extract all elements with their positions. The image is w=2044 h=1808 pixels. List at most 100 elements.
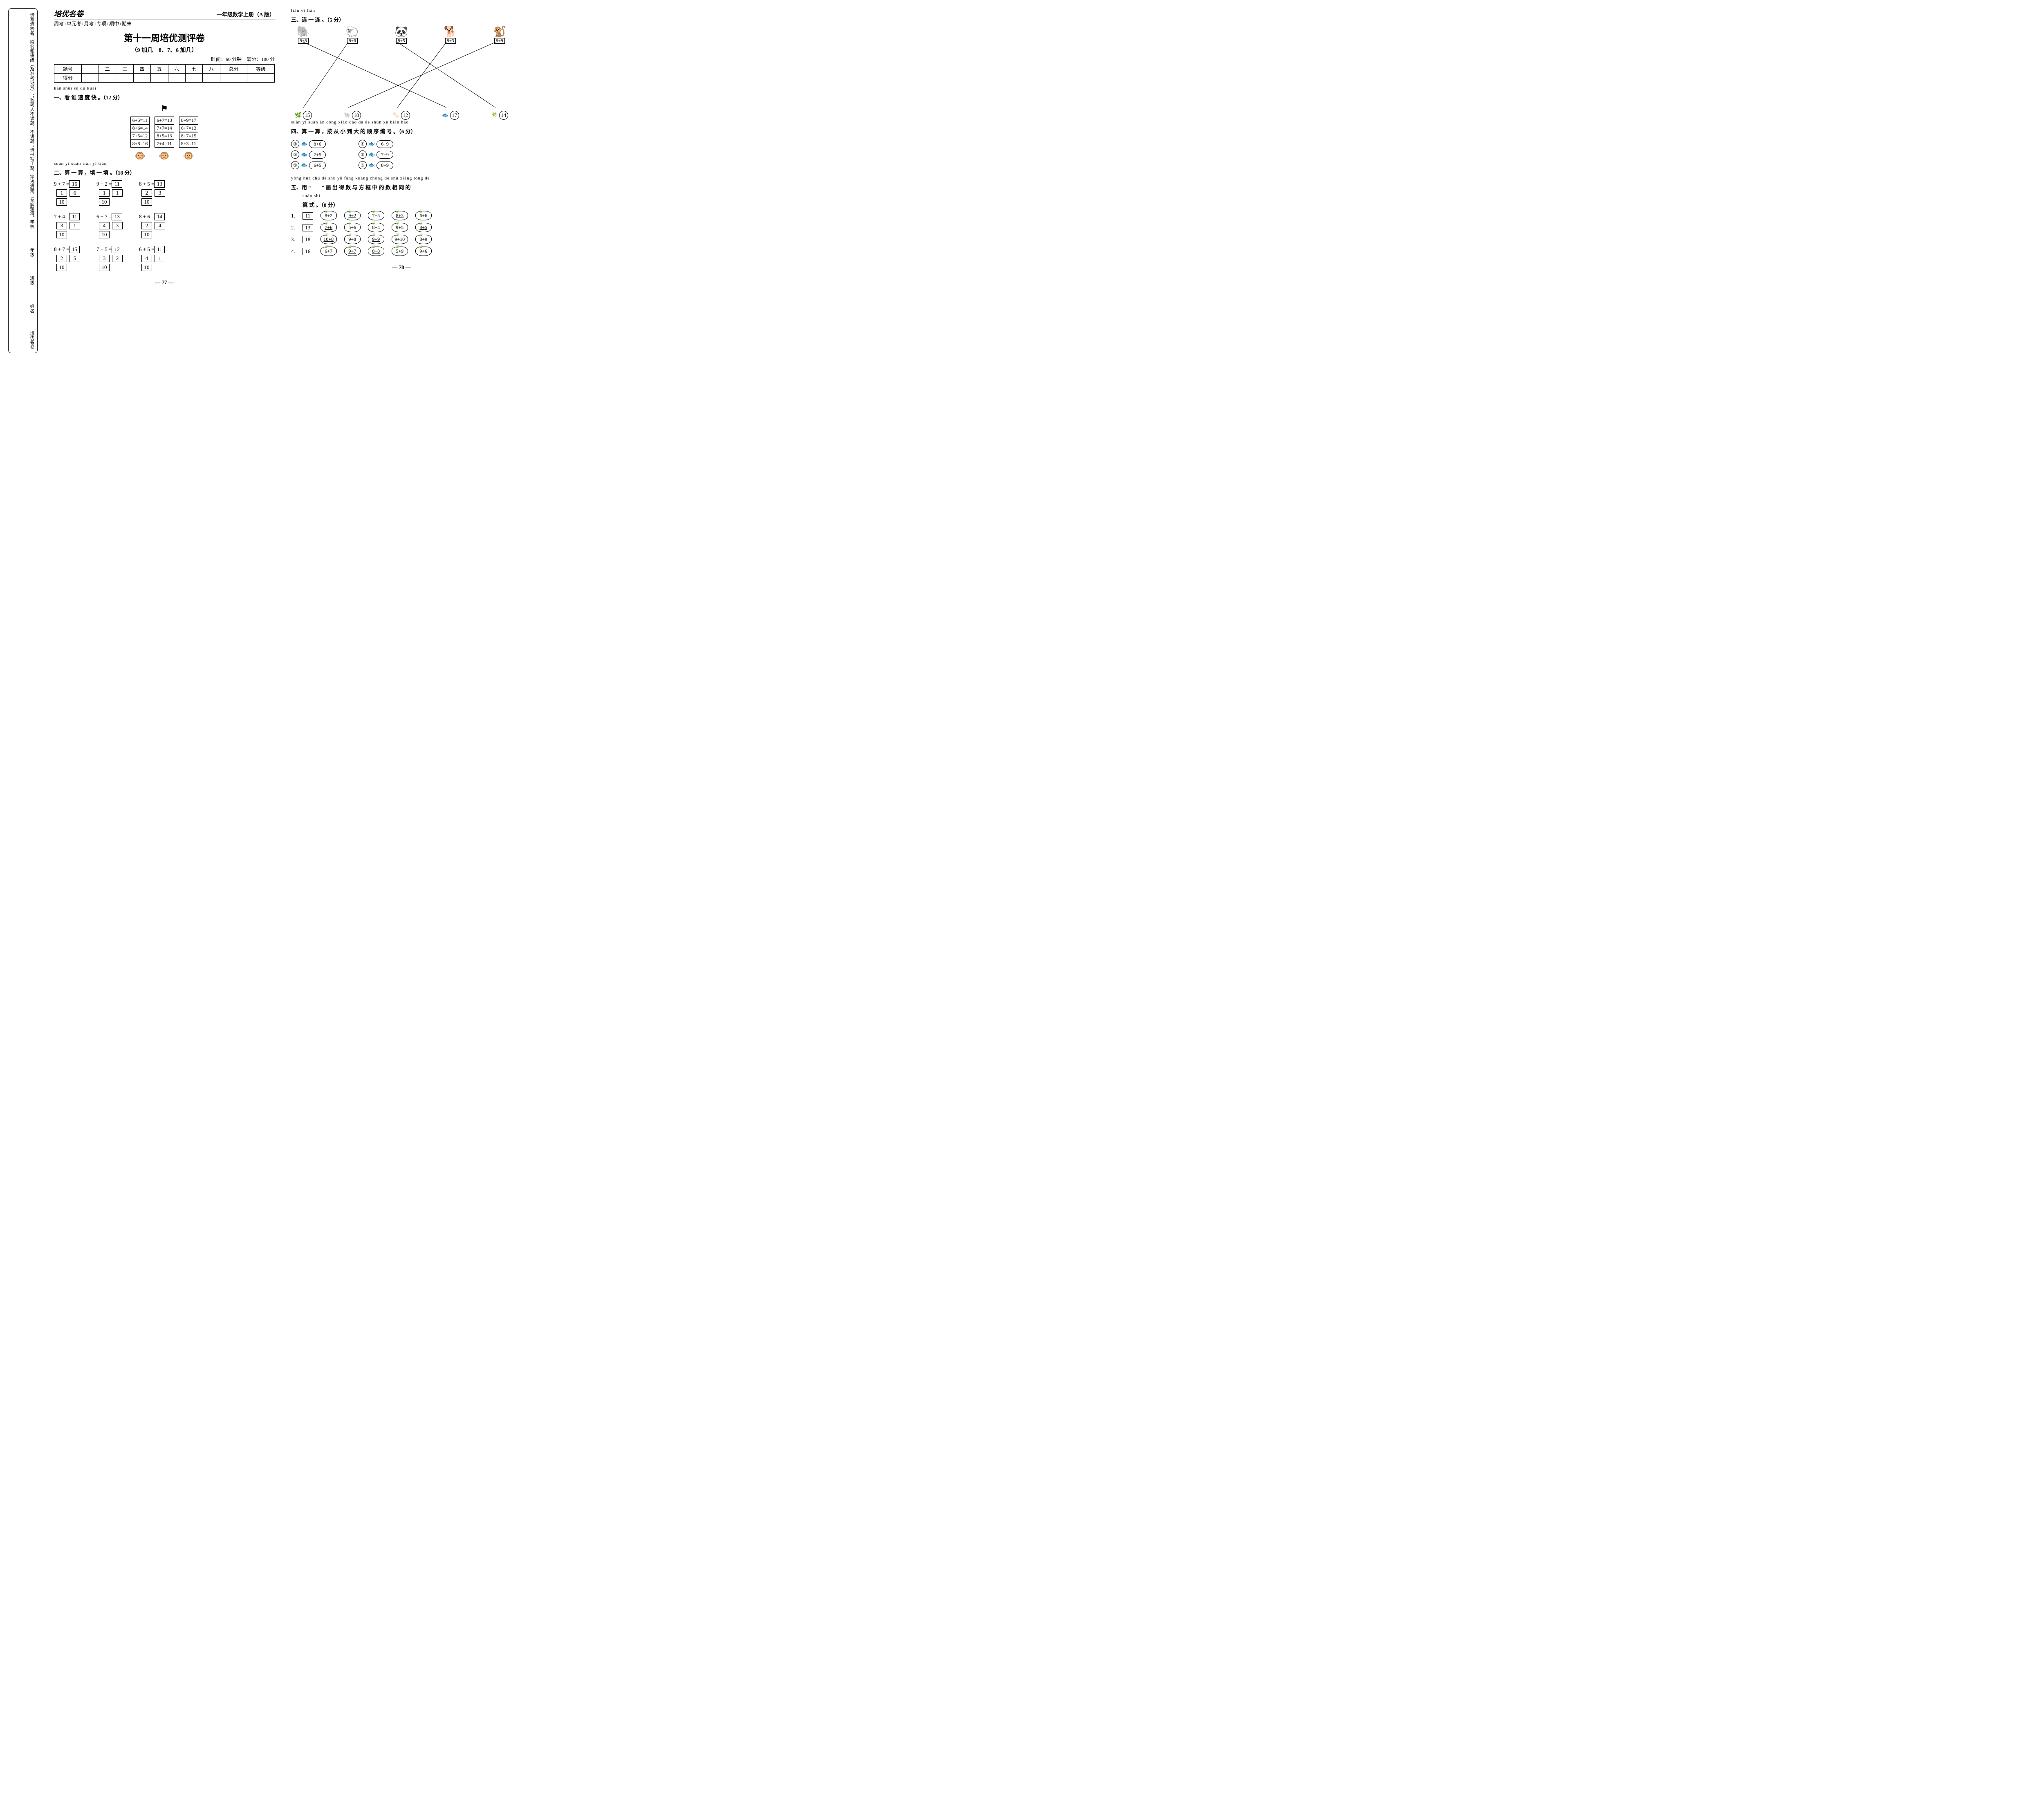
value-circle: 14	[499, 111, 508, 120]
s5-body: 1.11🍃8+2🍃9+2🍃7+5🍃8+3🍃6+62.13🍃7+6🍃5+6🍃8+4…	[291, 211, 512, 256]
score-cell[interactable]	[151, 74, 168, 83]
apple-item[interactable]: 🍃7+6	[320, 223, 337, 232]
split-b[interactable]: 1	[69, 222, 80, 229]
split-b[interactable]: 1	[155, 255, 165, 262]
match-bottom-item[interactable]: 🐚 18	[340, 111, 365, 120]
order-number[interactable]: ④	[359, 140, 367, 148]
apple-item[interactable]: 🍃8+5	[415, 223, 432, 232]
leaf-icon: 🍃	[347, 232, 352, 237]
answer-box[interactable]: 13	[112, 213, 122, 220]
row-number: 2.	[291, 224, 295, 231]
match-top-item[interactable]: 🐼9+5	[389, 26, 414, 44]
split-a[interactable]: 2	[141, 189, 152, 197]
answer-box[interactable]: 11	[69, 213, 80, 220]
s5-title2: 算 式 。（8 分）	[303, 201, 512, 209]
apple-item[interactable]: 🍃10+8	[320, 235, 337, 244]
split-b[interactable]: 1	[112, 189, 123, 197]
apple-item[interactable]: 🍃9+2	[344, 211, 361, 220]
split-a[interactable]: 4	[141, 255, 152, 262]
answer-box[interactable]: 12	[112, 246, 122, 253]
split-b[interactable]: 5	[69, 255, 80, 262]
split-a[interactable]: 1	[99, 189, 110, 197]
apple-item[interactable]: 🍃9+6	[415, 247, 432, 256]
s1-pinyin: kàn shuí sù dù kuài	[54, 86, 275, 91]
apple-item[interactable]: 🍃9+10	[392, 235, 408, 244]
answer-box[interactable]: 16	[69, 180, 80, 188]
score-cell[interactable]	[116, 74, 133, 83]
apple-item[interactable]: 🍃8+2	[320, 211, 337, 220]
score-cell[interactable]	[81, 74, 99, 83]
order-number[interactable]: ⑥	[359, 161, 367, 169]
match-bottom-item[interactable]: 🐟 17	[438, 111, 463, 120]
split-a[interactable]: 3	[56, 222, 67, 229]
s3-pinyin: lián yī lián	[291, 8, 512, 13]
equation-box: 8+6=14	[130, 124, 150, 132]
split-b[interactable]: 3	[112, 222, 123, 229]
match-bottom-item[interactable]: 🦴 12	[389, 111, 414, 120]
split-a[interactable]: 3	[99, 255, 110, 262]
score-header-cell: 四	[133, 65, 150, 74]
score-cell[interactable]	[247, 74, 275, 83]
equation-box: 6+7=13	[179, 124, 199, 132]
apple-item[interactable]: 🍃9+8	[344, 235, 361, 244]
ten-box: 10	[56, 231, 67, 238]
score-cell[interactable]	[133, 74, 150, 83]
apple-item[interactable]: 🍃5+6	[344, 223, 361, 232]
split-a[interactable]: 2	[141, 222, 152, 229]
split-b[interactable]: 6	[69, 189, 80, 197]
score-cell[interactable]	[168, 74, 185, 83]
split-b[interactable]: 3	[155, 189, 165, 197]
leaf-icon: 🍃	[371, 220, 376, 225]
score-cell[interactable]	[220, 74, 247, 83]
apple-item[interactable]: 🍃6+7	[320, 247, 337, 256]
apple-item[interactable]: 🍃9+5	[392, 223, 408, 232]
fish-expr: 7+9	[377, 151, 393, 159]
value-circle: 12	[401, 111, 410, 120]
apple-item[interactable]: 🍃8+9	[415, 235, 432, 244]
score-cell[interactable]	[99, 74, 116, 83]
apple-item[interactable]: 🍃8+4	[368, 223, 384, 232]
split-a[interactable]: 4	[99, 222, 110, 229]
apple-item[interactable]: 🍃9+9	[368, 235, 384, 244]
score-cell[interactable]	[185, 74, 202, 83]
target-box: 13	[303, 224, 313, 231]
ten-box: 10	[56, 198, 67, 206]
split-b[interactable]: 2	[112, 255, 123, 262]
flag-icon: ⚑	[155, 103, 174, 114]
fish-item: ①🐟6+5	[291, 161, 326, 169]
order-number[interactable]: ⑤	[359, 150, 367, 159]
match-top-item[interactable]: 🐕9+3	[438, 26, 463, 44]
match-top-item[interactable]: 🐑9+6	[340, 26, 365, 44]
answer-box[interactable]: 11	[112, 180, 122, 188]
ten-box: 10	[56, 264, 67, 271]
order-number[interactable]: ①	[291, 161, 299, 169]
match-top-item[interactable]: 🐘9+8	[291, 26, 316, 44]
s4-pinyin: suàn yī suàn àn cóng xiǎo dào dà de shùn…	[291, 120, 512, 125]
split-b[interactable]: 4	[155, 222, 165, 229]
answer-box[interactable]: 15	[69, 246, 80, 253]
split-a[interactable]: 1	[56, 189, 67, 197]
match-bottom-item[interactable]: 🎋 14	[487, 111, 512, 120]
score-cell[interactable]	[203, 74, 220, 83]
fish-icon: 🐟	[368, 151, 375, 158]
food-icon: 🐟	[442, 112, 448, 118]
match-bottom-item[interactable]: 🌿 15	[291, 111, 316, 120]
answer-box[interactable]: 11	[154, 246, 165, 253]
apple-item[interactable]: 🍃6+6	[415, 211, 432, 220]
leaf-icon: 🍃	[324, 244, 329, 249]
apple-item[interactable]: 🍃9+7	[344, 247, 361, 256]
apple-item[interactable]: 🍃7+5	[368, 211, 384, 220]
monkey-icon: 🐵	[155, 150, 174, 161]
order-number[interactable]: ③	[291, 140, 299, 148]
match-top-item[interactable]: 🐒9+9	[487, 26, 512, 44]
answer-box[interactable]: 14	[154, 213, 165, 220]
leaf-icon: 🍃	[395, 244, 400, 249]
binding-sidebar: 请写清校名、姓名和班级（及准考证号）；监考人不读题、不讲题；请书写工整、字迹清楚…	[8, 8, 38, 353]
split-a[interactable]: 2	[56, 255, 67, 262]
order-number[interactable]: ②	[291, 150, 299, 159]
apple-item[interactable]: 🍃8+3	[392, 211, 408, 220]
fish-item: ⑥🐟8+9	[359, 161, 393, 169]
answer-box[interactable]: 13	[154, 180, 165, 188]
apple-item[interactable]: 🍃5+9	[392, 247, 408, 256]
apple-item[interactable]: 🍃8+8	[368, 247, 384, 256]
